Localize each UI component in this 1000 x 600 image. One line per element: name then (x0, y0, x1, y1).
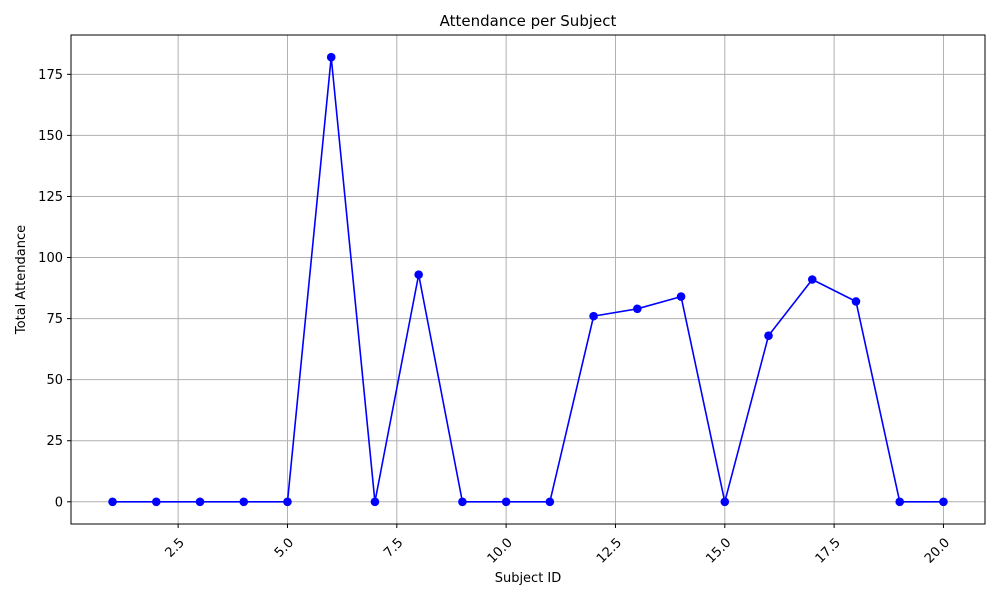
y-tick-label: 75 (46, 312, 63, 327)
series-line (112, 56, 944, 503)
grid (71, 35, 985, 524)
y-tick-label: 100 (38, 251, 63, 266)
data-point (370, 497, 380, 507)
y-axis-label: Total Attendance (14, 225, 29, 335)
data-point (589, 311, 598, 321)
y-tick-label: 25 (46, 434, 63, 449)
y-tick-label: 150 (38, 129, 63, 144)
data-point (764, 331, 773, 340)
data-point (633, 304, 642, 314)
y-tick-label: 0 (55, 495, 63, 510)
data-point (720, 497, 730, 507)
data-point (458, 497, 467, 507)
data-point (414, 270, 423, 279)
data-point (545, 497, 555, 507)
chart-title: Attendance per Subject (440, 12, 617, 30)
series-layer (108, 52, 948, 507)
data-point (108, 497, 117, 507)
data-point (195, 497, 205, 507)
data-point (151, 497, 161, 507)
data-point (676, 292, 686, 301)
data-point (895, 497, 905, 507)
data-point (851, 297, 861, 306)
plot-frame (70, 34, 986, 525)
y-tick-label: 50 (46, 373, 63, 388)
data-point (501, 497, 511, 507)
data-point (807, 275, 817, 284)
data-point (326, 52, 336, 62)
data-point (239, 497, 249, 507)
data-point (283, 497, 292, 507)
y-tick-label: 175 (38, 68, 63, 83)
x-axis-label: Subject ID (495, 571, 562, 586)
data-point (939, 497, 948, 507)
y-tick-label: 125 (38, 190, 63, 205)
